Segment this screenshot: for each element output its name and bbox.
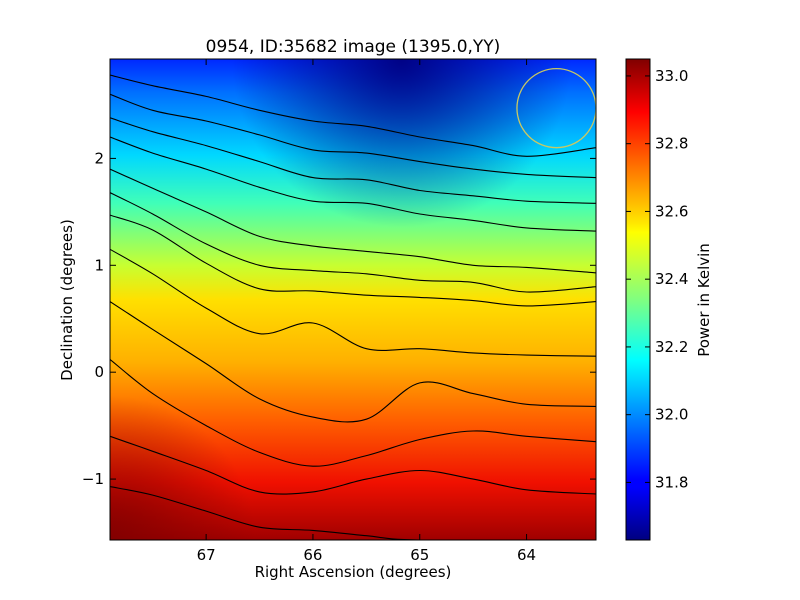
chart-title: 0954, ID:35682 image (1395.0,YY) (206, 37, 501, 57)
heatmap-hot-region (110, 59, 596, 540)
colorbar: 31.8 32.0 32.2 32.4 32.6 32.8 33.0 Power in Ke… (625, 58, 713, 541)
y-tick-label: 2 (94, 149, 104, 167)
contour-line-4 (110, 136, 596, 232)
contour-line-1 (110, 74, 596, 157)
contour-line-3 (110, 117, 596, 204)
contour-line-6 (110, 192, 596, 293)
contour-line-2 (110, 93, 596, 179)
contour-line-8 (110, 248, 596, 357)
contour-line-5 (110, 168, 596, 274)
y-tick-label: −1 (82, 470, 104, 488)
contour-lines (110, 74, 596, 540)
contour-line-9 (110, 301, 596, 423)
x-axis-label: Right Ascension (degrees) (255, 563, 452, 581)
contour-line-7 (110, 214, 596, 307)
plot-frame (109, 58, 597, 541)
plot-area (110, 59, 596, 540)
colorbar-tick-label: 32.4 (655, 270, 688, 288)
colorbar-label: Power in Kelvin (695, 243, 713, 357)
x-tick-label: 66 (303, 546, 322, 564)
colorbar-tick-label: 32.2 (655, 338, 688, 356)
y-tick-label: 0 (94, 363, 104, 381)
x-tick-label: 67 (197, 546, 216, 564)
annotation-circle (516, 68, 596, 149)
colorbar-ticks: 31.8 32.0 32.2 32.4 32.6 32.8 33.0 (626, 67, 688, 491)
x-tick-label: 65 (410, 546, 429, 564)
contour-line-11 (110, 435, 596, 495)
colorbar-tick-label: 32.8 (655, 135, 688, 153)
colorbar-tick-label: 31.8 (655, 473, 688, 491)
y-axis-label: Declination (degrees) (58, 219, 76, 381)
x-axis-ticks: 67 66 65 64 (197, 59, 536, 564)
x-tick-label: 64 (517, 546, 536, 564)
contour-line-10 (110, 358, 596, 467)
colorbar-tick-label: 32.6 (655, 202, 688, 220)
y-axis-ticks: 2 1 0 −1 (82, 149, 596, 488)
y-tick-label: 1 (94, 256, 104, 274)
contour-line-12 (110, 486, 596, 540)
colorbar-tick-label: 32.0 (655, 406, 688, 424)
colorbar-gradient (625, 58, 651, 541)
colorbar-tick-label: 33.0 (655, 67, 688, 85)
